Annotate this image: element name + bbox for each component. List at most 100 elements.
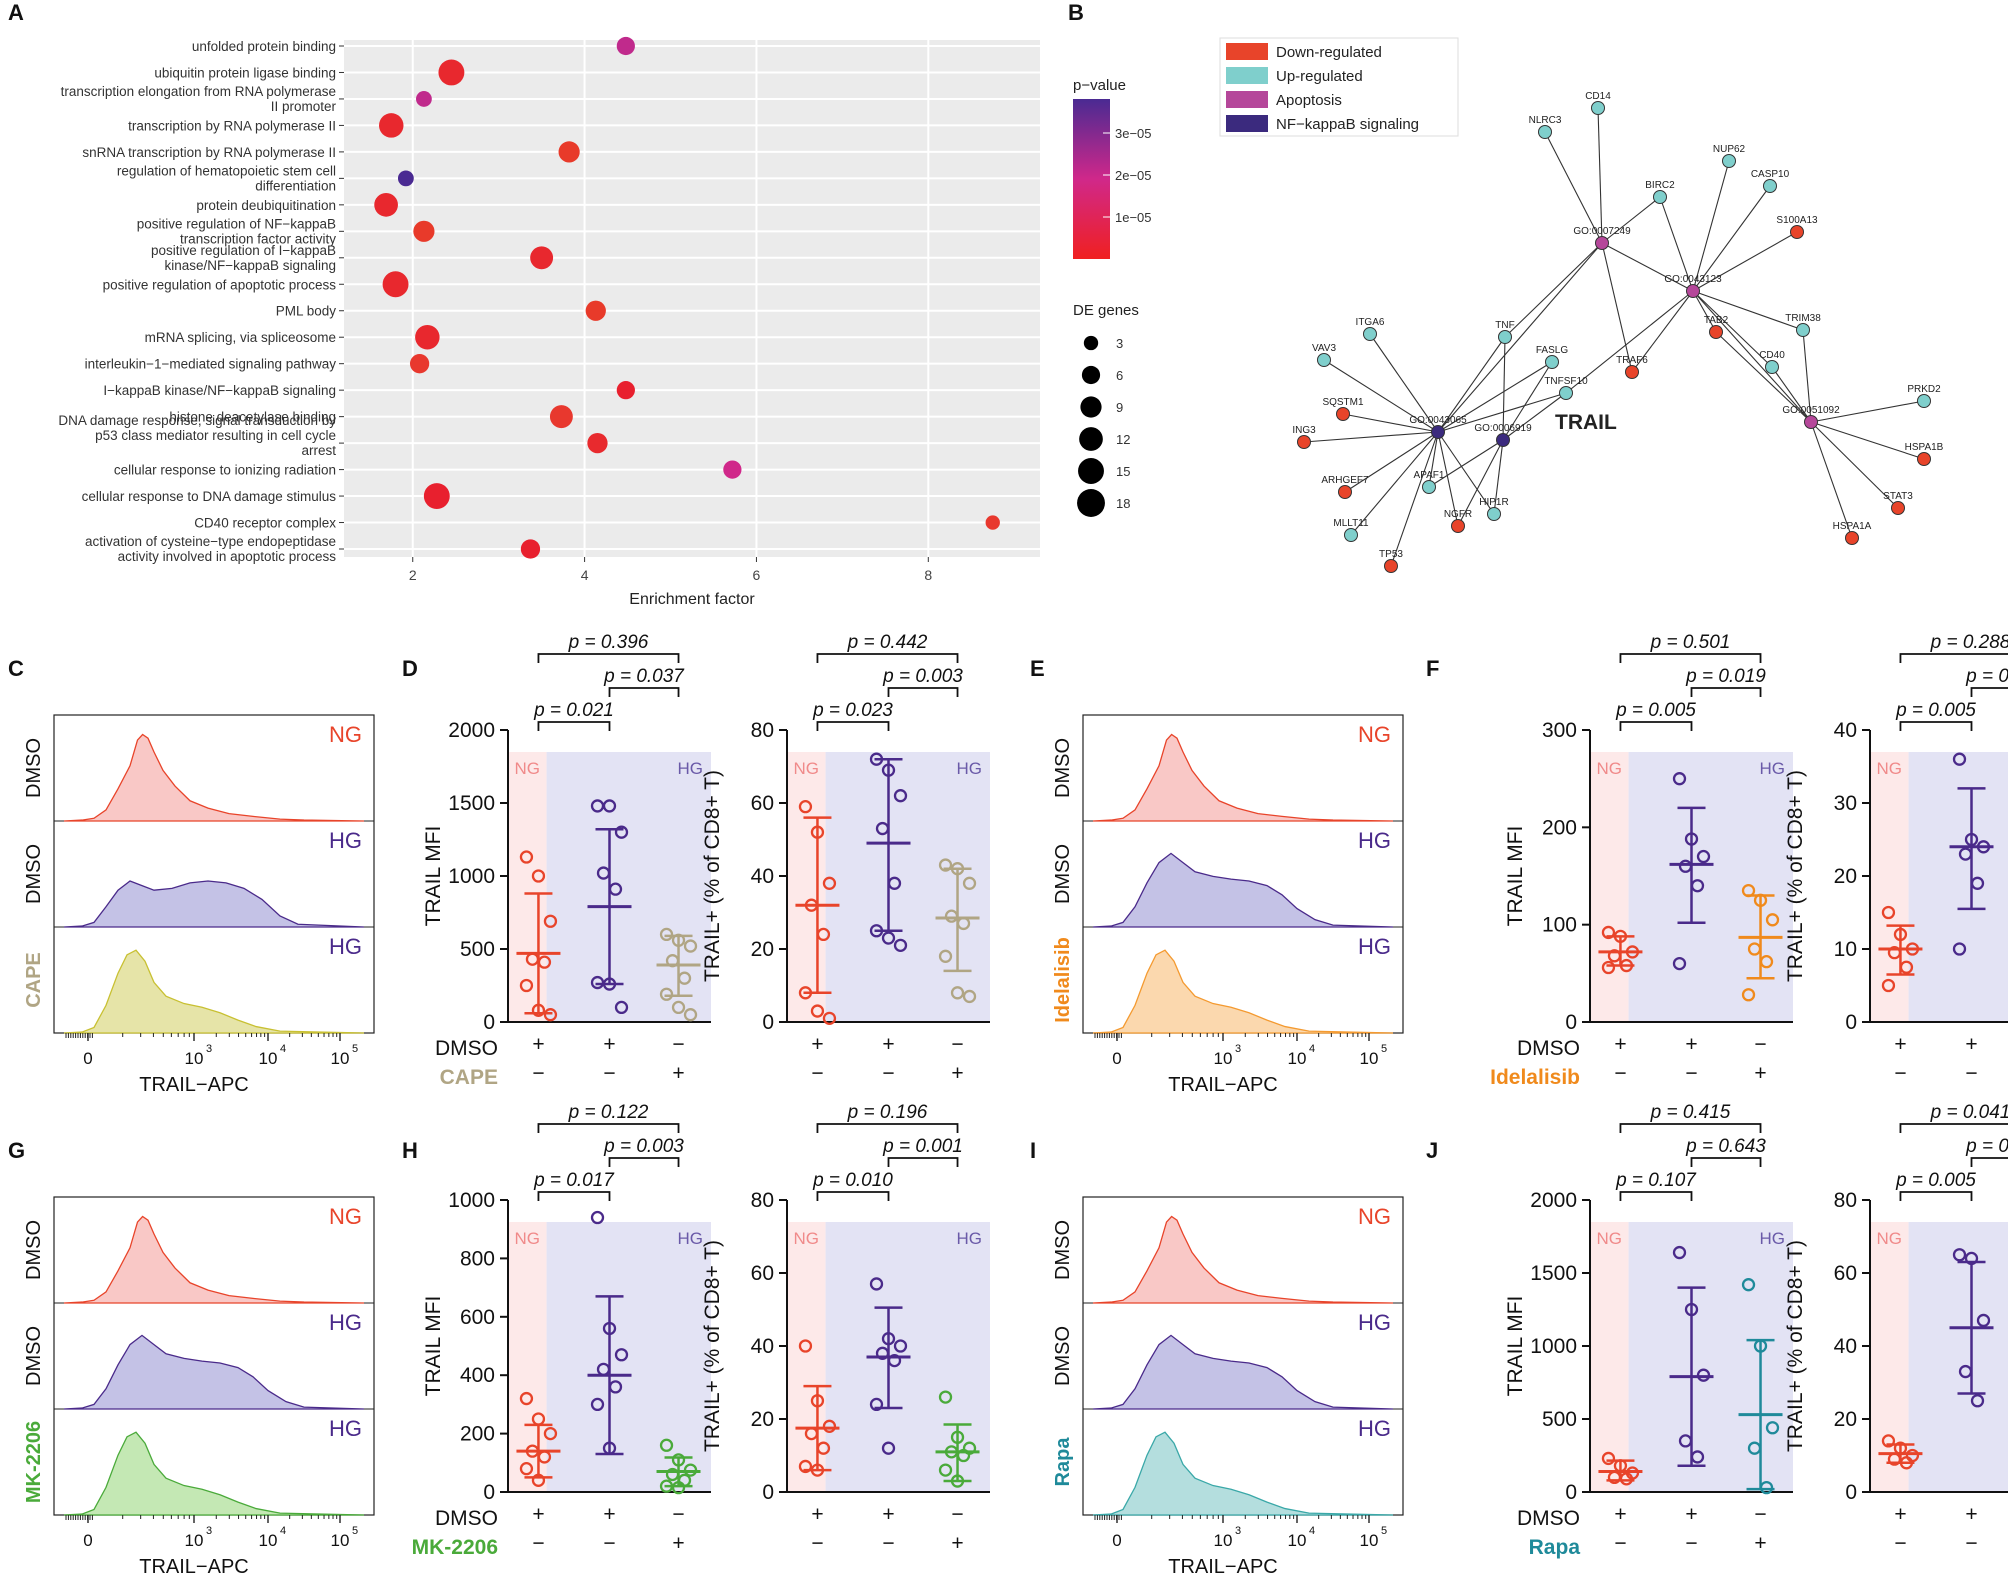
- node-label: HIP1R: [1479, 497, 1508, 508]
- size-legend-dot: [1083, 335, 1099, 351]
- term-point: [415, 324, 440, 350]
- group-label: HG: [1358, 1310, 1391, 1335]
- ng-background: [1870, 752, 1909, 1022]
- ng-label: NG: [515, 759, 541, 778]
- x-tick-sup: 3: [206, 1525, 212, 1537]
- group-label: HG: [1358, 934, 1391, 959]
- group-label: HG: [329, 828, 362, 853]
- y-tick-label: 2000: [1530, 1189, 1577, 1212]
- size-legend-label: 15: [1116, 464, 1130, 479]
- term-point: [616, 381, 635, 400]
- network-edge: [1504, 242, 1603, 338]
- term-label: DNA damage response, signal transduction…: [58, 413, 336, 428]
- data-point: [614, 1000, 629, 1015]
- dmso-sign: +: [811, 1503, 823, 1526]
- x-tick-sup: 4: [280, 1043, 286, 1055]
- dmso-sign: −: [672, 1503, 684, 1526]
- p-value-bracket: [887, 1157, 959, 1167]
- histogram-curve: [63, 880, 365, 928]
- data-point: [1893, 927, 1908, 942]
- dotplot-F-percent: NGHG010203040TRAIL+ (% of CD8+ T)+−+−−+p…: [1784, 632, 2008, 1085]
- y-tick-label: 1000: [448, 865, 495, 888]
- data-point: [1887, 946, 1902, 960]
- y-tick-label: 500: [460, 938, 495, 961]
- p-value-bracket: [887, 687, 959, 697]
- ng-label: NG: [1877, 759, 1903, 778]
- treatment-row-label: Idelalisib: [1490, 1066, 1580, 1089]
- network-edge: [1715, 331, 1812, 423]
- node-label: FASLG: [1536, 345, 1568, 356]
- row-label-dmso: DMSO: [1052, 844, 1074, 904]
- group-label: HG: [1358, 828, 1391, 853]
- p-value-label: p = 0.107: [1615, 1170, 1697, 1191]
- data-point: [1765, 913, 1780, 927]
- data-point: [1765, 1421, 1780, 1435]
- dmso-row-label: DMSO: [1517, 1037, 1580, 1060]
- p-value-bracket: [537, 721, 611, 731]
- p-value-label: p = 0.457: [1965, 1136, 2008, 1157]
- data-point: [1958, 1364, 1973, 1379]
- p-value-bracket: [1970, 687, 2008, 697]
- x-tick-sup: 4: [1309, 1525, 1315, 1537]
- data-point: [1881, 978, 1896, 993]
- network-edge: [1810, 421, 1925, 460]
- network-edge: [1390, 431, 1439, 567]
- dmso-sign: +: [532, 1033, 544, 1056]
- treatment-row-label: Rapa: [1529, 1536, 1581, 1559]
- node-label: NGFR: [1444, 509, 1472, 520]
- y-tick-label: 1500: [448, 792, 495, 815]
- node-label: ITGA6: [1356, 317, 1385, 328]
- data-point: [816, 1441, 831, 1455]
- data-point: [804, 898, 819, 912]
- legend-size-title: DE genes: [1073, 302, 1139, 319]
- term-point: [379, 113, 404, 138]
- treatment-row-label: CAPE: [440, 1066, 498, 1089]
- data-point: [822, 876, 837, 890]
- node-label: TRAF6: [1616, 355, 1648, 366]
- data-point: [881, 1441, 896, 1455]
- network-node: [1431, 425, 1445, 439]
- node-label: TP53: [1379, 549, 1403, 560]
- node-label: PRKD2: [1907, 384, 1941, 395]
- colorbar-label: 1e−05: [1115, 210, 1152, 225]
- legend-swatch: [1226, 67, 1268, 84]
- node-label: CD14: [1585, 91, 1611, 102]
- data-point: [887, 876, 902, 890]
- data-point: [602, 1441, 617, 1455]
- x-tick-label: 6: [753, 567, 761, 583]
- row-label-dmso: DMSO: [23, 738, 45, 798]
- hg-label: HG: [1760, 1229, 1786, 1248]
- term-point: [530, 246, 554, 270]
- network-node: [1722, 154, 1736, 168]
- node-label: S100A13: [1776, 215, 1818, 226]
- network-node: [1344, 528, 1358, 542]
- data-point: [881, 931, 896, 945]
- dmso-sign: +: [1965, 1033, 1977, 1056]
- y-axis-title: TRAIL MFI: [1504, 1296, 1527, 1397]
- plot-bg: [344, 40, 1040, 557]
- term-point: [587, 432, 608, 454]
- dmso-sign: +: [882, 1503, 894, 1526]
- data-point: [810, 1004, 825, 1018]
- y-axis-title: TRAIL MFI: [1504, 826, 1527, 927]
- network-edge: [1437, 392, 1567, 433]
- network-edge: [1350, 431, 1439, 536]
- network-node: [1538, 125, 1552, 139]
- data-point: [543, 914, 558, 928]
- node-label: STAT3: [1883, 491, 1913, 502]
- data-point: [881, 763, 896, 777]
- data-point: [1881, 905, 1896, 920]
- x-tick-label: 10: [185, 1049, 204, 1068]
- network-node: [1653, 190, 1667, 204]
- histogram-frame: [1082, 1196, 1404, 1516]
- data-point: [683, 1463, 698, 1477]
- p-value-label: p = 0.003: [603, 1136, 684, 1157]
- x-tick-label: 10: [1288, 1049, 1307, 1068]
- panel-letter-D: D: [402, 656, 418, 681]
- legend-label: Apoptosis: [1276, 92, 1342, 109]
- treat-sign: −: [1965, 1532, 1977, 1555]
- data-point: [1952, 1248, 1967, 1262]
- dmso-sign: +: [1894, 1033, 1906, 1056]
- term-point: [585, 300, 606, 321]
- data-point: [659, 1479, 674, 1493]
